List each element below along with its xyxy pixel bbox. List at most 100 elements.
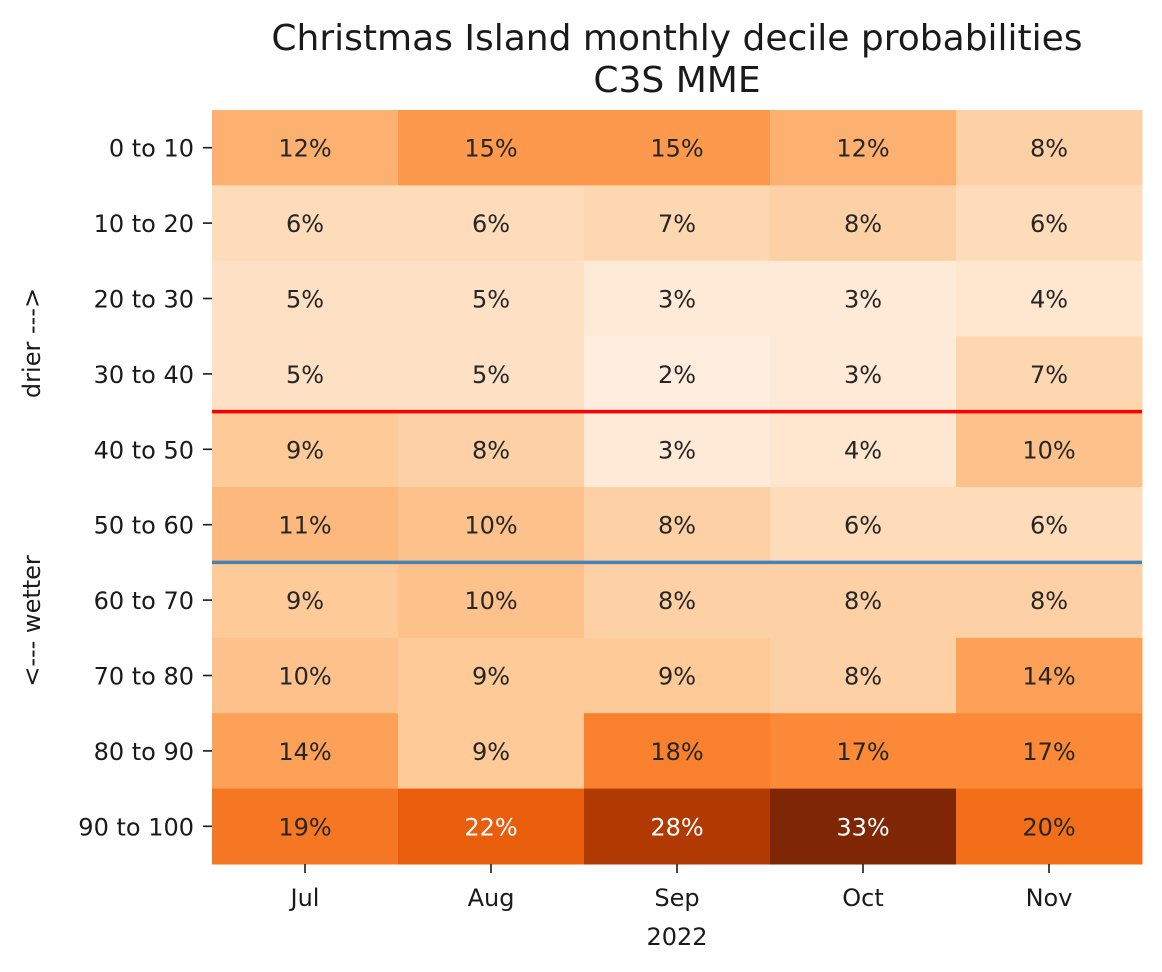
cell-value-label: 9% bbox=[472, 738, 510, 766]
heatmap-cell bbox=[212, 260, 399, 337]
heatmap-cell bbox=[956, 185, 1143, 262]
cell-value-label: 10% bbox=[464, 512, 517, 540]
y-tick-label: 10 to 20 bbox=[94, 210, 194, 238]
cell-value-label: 12% bbox=[836, 135, 889, 163]
y-tick-label: 20 to 30 bbox=[94, 286, 194, 314]
cell-value-label: 6% bbox=[1030, 512, 1068, 540]
cell-value-label: 15% bbox=[464, 135, 517, 163]
heatmap-cell bbox=[212, 562, 399, 639]
cell-value-label: 22% bbox=[464, 813, 517, 841]
y-tick-label: 40 to 50 bbox=[94, 436, 194, 464]
cell-value-label: 28% bbox=[650, 813, 703, 841]
heatmap-cell bbox=[398, 713, 585, 790]
cell-value-label: 5% bbox=[286, 286, 324, 314]
heatmap-cell bbox=[398, 788, 585, 865]
cell-value-label: 9% bbox=[286, 587, 324, 615]
heatmap-cell bbox=[956, 713, 1143, 790]
x-tick-label: Sep bbox=[654, 884, 699, 912]
y-tick-label: 80 to 90 bbox=[94, 738, 194, 766]
cell-value-label: 9% bbox=[286, 436, 324, 464]
cell-value-label: 10% bbox=[1022, 436, 1075, 464]
chart-subtitle: C3S MME bbox=[593, 60, 760, 101]
y-tick-label: 90 to 100 bbox=[78, 813, 194, 841]
cell-value-label: 3% bbox=[844, 286, 882, 314]
cell-value-label: 8% bbox=[1030, 135, 1068, 163]
cell-value-label: 8% bbox=[844, 587, 882, 615]
heatmap-cell bbox=[956, 260, 1143, 337]
y-axis: 0 to 10 10 to 20 20 to 30 30 to 40 40 to 50 5… bbox=[78, 135, 212, 841]
cell-value-label: 7% bbox=[658, 210, 696, 238]
cell-value-label: 19% bbox=[278, 813, 331, 841]
heatmap-cell bbox=[398, 637, 585, 714]
cell-value-label: 6% bbox=[286, 210, 324, 238]
x-tick-label: Oct bbox=[842, 884, 884, 912]
heatmap-cell bbox=[212, 713, 399, 790]
reference-lines bbox=[212, 409, 1142, 565]
heatmap-cell bbox=[956, 110, 1143, 186]
heatmap-cell bbox=[398, 336, 585, 413]
heatmap-cell bbox=[584, 562, 771, 639]
heatmap-cell bbox=[398, 562, 585, 639]
cell-value-label: 11% bbox=[278, 512, 331, 540]
heatmap-cell bbox=[770, 336, 957, 413]
heatmap-cell bbox=[212, 185, 399, 262]
cell-value-label: 8% bbox=[1030, 587, 1068, 615]
heatmap-cell bbox=[212, 487, 399, 563]
y-tick-label: 50 to 60 bbox=[94, 512, 194, 540]
x-tick-label: Nov bbox=[1026, 884, 1073, 912]
heatmap-cell bbox=[584, 336, 771, 413]
cell-value-label: 4% bbox=[1030, 286, 1068, 314]
heatmap-cell bbox=[956, 562, 1143, 639]
cell-value-label: 15% bbox=[650, 135, 703, 163]
heatmap-cell bbox=[584, 788, 771, 865]
cell-value-label: 3% bbox=[658, 286, 696, 314]
cell-value-label: 3% bbox=[658, 436, 696, 464]
heatmap-cell bbox=[584, 185, 771, 262]
cell-value-label: 8% bbox=[844, 210, 882, 238]
chart-title: Christmas Island monthly decile probabil… bbox=[271, 18, 1082, 59]
cell-value-label: 17% bbox=[836, 738, 889, 766]
heatmap-cell bbox=[212, 637, 399, 714]
heatmap-cell bbox=[770, 713, 957, 790]
y-axis-label-drier: drier ---> bbox=[18, 288, 46, 398]
heatmap-cell bbox=[770, 110, 957, 186]
cell-value-label: 5% bbox=[286, 361, 324, 389]
heatmap-cell bbox=[956, 411, 1143, 488]
heatmap-cells: 12% 15% 15% 12% 8% 6% 6% 7% 8% 6% 5% 5% 3% 3% 4% 5% 5% 2%… bbox=[212, 110, 1143, 865]
heatmap-cell bbox=[956, 637, 1143, 714]
heatmap-cell bbox=[956, 336, 1143, 413]
heatmap-cell bbox=[584, 110, 771, 186]
cell-value-label: 20% bbox=[1022, 813, 1075, 841]
cell-value-label: 4% bbox=[844, 436, 882, 464]
heatmap-cell bbox=[770, 637, 957, 714]
cell-value-label: 6% bbox=[1030, 210, 1068, 238]
cell-value-label: 5% bbox=[472, 361, 510, 389]
cell-value-label: 6% bbox=[472, 210, 510, 238]
cell-value-label: 6% bbox=[844, 512, 882, 540]
heatmap-cell bbox=[212, 411, 399, 488]
heatmap-cell bbox=[770, 411, 957, 488]
heatmap-cell bbox=[212, 788, 399, 865]
heatmap-cell bbox=[770, 487, 957, 563]
cell-value-label: 3% bbox=[844, 361, 882, 389]
cell-value-label: 17% bbox=[1022, 738, 1075, 766]
cell-value-label: 5% bbox=[472, 286, 510, 314]
heatmap-cell bbox=[584, 713, 771, 790]
heatmap-cell bbox=[398, 185, 585, 262]
cell-value-label: 8% bbox=[472, 436, 510, 464]
heatmap-cell bbox=[770, 260, 957, 337]
y-tick-label: 70 to 80 bbox=[94, 663, 194, 691]
heatmap-cell bbox=[584, 260, 771, 337]
heatmap-cell bbox=[584, 487, 771, 563]
cell-value-label: 10% bbox=[464, 587, 517, 615]
heatmap-cell bbox=[956, 487, 1143, 563]
cell-value-label: 12% bbox=[278, 135, 331, 163]
heatmap-cell bbox=[770, 788, 957, 865]
x-tick-label: Aug bbox=[468, 884, 515, 912]
y-tick-label: 30 to 40 bbox=[94, 361, 194, 389]
cell-value-label: 33% bbox=[836, 813, 889, 841]
cell-value-label: 8% bbox=[844, 663, 882, 691]
cell-value-label: 2% bbox=[658, 361, 696, 389]
heatmap-cell bbox=[398, 260, 585, 337]
heatmap-cell bbox=[770, 185, 957, 262]
